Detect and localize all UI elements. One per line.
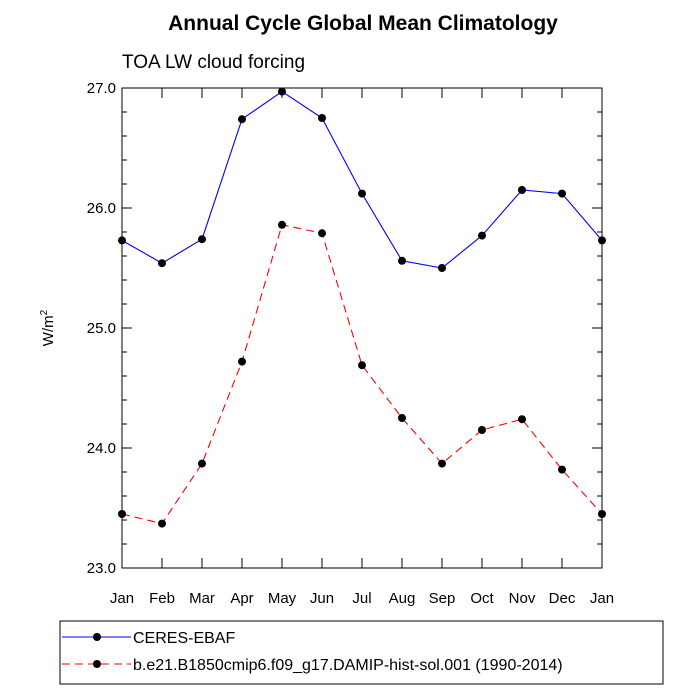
data-point (478, 231, 486, 240)
legend-marker-2 (93, 660, 101, 668)
chart-subtitle: TOA LW cloud forcing (122, 52, 305, 73)
data-point (198, 459, 206, 468)
data-point (278, 87, 286, 96)
data-point (318, 114, 326, 122)
x-tick-label: Aug (389, 590, 416, 607)
legend-label-1: CERES-EBAF (133, 630, 235, 647)
y-axis-label-text: W/m (40, 315, 57, 346)
series-line-2 (121, 224, 603, 525)
x-tick-label: Sep (429, 590, 456, 607)
data-point (358, 189, 366, 198)
legend-label-2: b.e21.B1850cmip6.f09_g17.DAMIP-hist-sol.… (133, 657, 563, 674)
data-point (118, 236, 126, 245)
series-line-1 (121, 90, 603, 269)
y-tick-label: 24.0 (87, 440, 116, 457)
data-point (518, 415, 526, 424)
y-tick-label: 26.0 (87, 200, 116, 217)
x-tick-label: Feb (149, 590, 175, 607)
data-point (398, 414, 406, 422)
data-point (318, 229, 326, 238)
data-point (358, 361, 366, 370)
x-tick-label: Apr (230, 590, 253, 607)
y-axis-label-superscript: 2 (39, 309, 50, 315)
data-point (558, 465, 566, 474)
x-tick-label: Jan (590, 590, 614, 607)
y-tick-label: 27.0 (87, 80, 116, 97)
data-point (238, 115, 246, 124)
x-axis: Jan Feb Mar Apr May Jun Jul Aug Sep Oct Nov Dec Jan (110, 88, 614, 607)
x-tick-label: Jan (110, 590, 134, 607)
data-point (118, 510, 126, 518)
data-point (398, 256, 406, 265)
legend-box (59, 620, 664, 685)
plot-frame (121, 87, 603, 569)
data-point (198, 235, 206, 244)
data-point (158, 519, 166, 528)
data-point (558, 189, 566, 198)
data-point (238, 357, 246, 366)
legend-marker-1 (93, 633, 101, 641)
data-point (278, 220, 286, 229)
data-point (598, 236, 606, 245)
x-tick-label: Dec (549, 590, 576, 607)
series-layer (118, 87, 606, 528)
data-point (598, 510, 606, 518)
y-axis: 23.0 24.0 25.0 26.0 27.0 (87, 80, 602, 577)
y-axis-label: W/m2 (39, 309, 57, 346)
x-tick-label: Jun (310, 590, 334, 607)
data-point (438, 264, 446, 272)
y-tick-label: 23.0 (87, 560, 116, 577)
data-point (438, 459, 446, 468)
data-point (478, 426, 486, 434)
data-point (518, 186, 526, 194)
x-tick-label: Jul (352, 590, 371, 607)
legend: CERES-EBAF b.e21.B1850cmip6.f09_g17.DAMIP… (62, 630, 563, 674)
chart-title: Annual Cycle Global Mean Climatology (168, 12, 558, 35)
y-tick-label: 25.0 (87, 320, 116, 337)
x-tick-label: May (268, 590, 297, 607)
x-tick-label: Oct (470, 590, 494, 607)
data-point (158, 259, 166, 268)
x-tick-label: Nov (509, 590, 536, 607)
x-tick-label: Mar (189, 590, 215, 607)
